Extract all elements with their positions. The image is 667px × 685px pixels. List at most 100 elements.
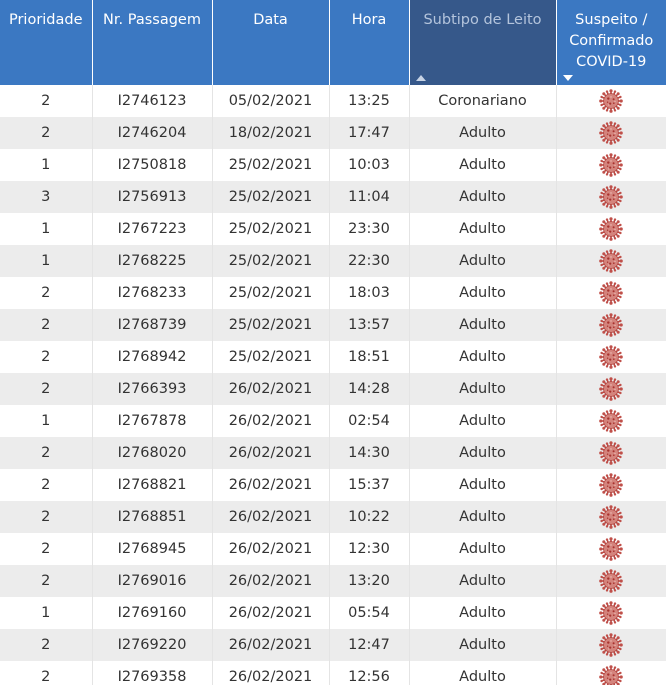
cell-passagem: I2767223 (92, 213, 213, 245)
cell-subtipo: Adulto (409, 469, 557, 501)
passagem-value: I2746204 (117, 125, 187, 141)
data-value: 26/02/2021 (228, 605, 313, 621)
cell-prioridade: 2 (0, 533, 93, 565)
table-row[interactable]: 2 I2768942 25/02/2021 18:51 Adulto (0, 341, 666, 373)
column-header-subtipo[interactable]: Subtipo de Leito (409, 0, 557, 85)
cell-data: 25/02/2021 (212, 245, 330, 277)
sort-descending-icon (562, 75, 573, 81)
cell-prioridade: 1 (0, 597, 93, 629)
cell-data: 26/02/2021 (212, 533, 330, 565)
passagem-value: I2756913 (117, 189, 187, 205)
data-value: 26/02/2021 (228, 413, 313, 429)
table-row[interactable]: 2 I2769358 26/02/2021 12:56 Adulto (0, 661, 666, 685)
coronavirus-icon (599, 121, 624, 145)
table-row[interactable]: 2 I2769220 26/02/2021 12:47 Adulto (0, 629, 666, 661)
table-row[interactable]: 1 I2769160 26/02/2021 05:54 Adulto (0, 597, 666, 629)
table-row[interactable]: 3 I2756913 25/02/2021 11:04 Adulto (0, 181, 666, 213)
cell-subtipo: Adulto (409, 341, 557, 373)
coronavirus-icon (599, 185, 624, 209)
prioridade-value: 1 (41, 413, 51, 429)
cell-data: 26/02/2021 (212, 469, 330, 501)
cell-subtipo: Adulto (409, 149, 557, 181)
prioridade-value: 1 (41, 605, 51, 621)
hora-value: 05:54 (348, 605, 390, 621)
cell-hora: 02:54 (329, 405, 410, 437)
table-row[interactable]: 2 I2746204 18/02/2021 17:47 Adulto (0, 117, 666, 149)
table-row[interactable]: 2 I2768821 26/02/2021 15:37 Adulto (0, 469, 666, 501)
hora-value: 17:47 (348, 125, 390, 141)
table-row[interactable]: 2 I2768739 25/02/2021 13:57 Adulto (0, 309, 666, 341)
hora-value: 13:25 (348, 93, 390, 109)
cell-prioridade: 2 (0, 309, 93, 341)
prioridade-value: 2 (41, 509, 51, 525)
cell-covid (556, 341, 666, 373)
table-row[interactable]: 2 I2766393 26/02/2021 14:28 Adulto (0, 373, 666, 405)
cell-passagem: I2768225 (92, 245, 213, 277)
column-header-prioridade[interactable]: Prioridade (0, 0, 93, 85)
prioridade-value: 1 (41, 253, 51, 269)
subtipo-value: Adulto (459, 157, 506, 173)
cell-prioridade: 2 (0, 277, 93, 309)
subtipo-value: Adulto (459, 349, 506, 365)
cell-covid (556, 565, 666, 597)
cell-data: 25/02/2021 (212, 309, 330, 341)
table-row[interactable]: 2 I2746123 05/02/2021 13:25 Coronariano (0, 85, 666, 117)
cell-passagem: I2768020 (92, 437, 213, 469)
cell-hora: 10:22 (329, 501, 410, 533)
cell-covid (556, 117, 666, 149)
cell-covid (556, 181, 666, 213)
cell-subtipo: Adulto (409, 405, 557, 437)
table-row[interactable]: 2 I2768233 25/02/2021 18:03 Adulto (0, 277, 666, 309)
table-row[interactable]: 1 I2750818 25/02/2021 10:03 Adulto (0, 149, 666, 181)
data-value: 25/02/2021 (228, 285, 313, 301)
cell-passagem: I2746204 (92, 117, 213, 149)
cell-data: 26/02/2021 (212, 565, 330, 597)
subtipo-value: Adulto (459, 573, 506, 589)
hora-value: 02:54 (348, 413, 390, 429)
passagem-value: I2746123 (117, 93, 187, 109)
cell-data: 25/02/2021 (212, 213, 330, 245)
table-row[interactable]: 2 I2768851 26/02/2021 10:22 Adulto (0, 501, 666, 533)
prioridade-value: 2 (41, 317, 51, 333)
subtipo-value: Adulto (459, 477, 506, 493)
column-header-label: Suspeito / (575, 12, 648, 28)
column-header-hora[interactable]: Hora (329, 0, 410, 85)
data-value: 25/02/2021 (228, 317, 313, 333)
data-value: 26/02/2021 (228, 509, 313, 525)
cell-passagem: I2746123 (92, 85, 213, 117)
table-row[interactable]: 2 I2768020 26/02/2021 14:30 Adulto (0, 437, 666, 469)
column-header-data[interactable]: Data (212, 0, 330, 85)
column-header-covid[interactable]: Suspeito / Confirmado COVID-19 (556, 0, 666, 85)
subtipo-value: Coronariano (438, 93, 527, 109)
column-header-passagem[interactable]: Nr. Passagem (92, 0, 213, 85)
cell-covid (556, 309, 666, 341)
data-value: 26/02/2021 (228, 541, 313, 557)
cell-passagem: I2769160 (92, 597, 213, 629)
table-row[interactable]: 2 I2769016 26/02/2021 13:20 Adulto (0, 565, 666, 597)
cell-passagem: I2767878 (92, 405, 213, 437)
cell-covid (556, 501, 666, 533)
passagem-value: I2768821 (117, 477, 187, 493)
data-value: 18/02/2021 (228, 125, 313, 141)
cell-prioridade: 2 (0, 565, 93, 597)
table-row[interactable]: 2 I2768945 26/02/2021 12:30 Adulto (0, 533, 666, 565)
data-value: 25/02/2021 (228, 221, 313, 237)
prioridade-value: 2 (41, 445, 51, 461)
cell-passagem: I2766393 (92, 373, 213, 405)
cell-covid (556, 277, 666, 309)
cell-subtipo: Adulto (409, 309, 557, 341)
table-header-row: Prioridade Nr. Passagem Data Hora Subtip… (0, 0, 666, 85)
table-row[interactable]: 1 I2767223 25/02/2021 23:30 Adulto (0, 213, 666, 245)
cell-subtipo: Adulto (409, 629, 557, 661)
table-row[interactable]: 1 I2767878 26/02/2021 02:54 Adulto (0, 405, 666, 437)
subtipo-value: Adulto (459, 413, 506, 429)
data-value: 26/02/2021 (228, 573, 313, 589)
column-header-label: Hora (351, 12, 387, 28)
table-row[interactable]: 1 I2768225 25/02/2021 22:30 Adulto (0, 245, 666, 277)
subtipo-value: Adulto (459, 605, 506, 621)
cell-data: 25/02/2021 (212, 277, 330, 309)
hora-value: 14:28 (348, 381, 390, 397)
coronavirus-icon (599, 537, 624, 561)
cell-hora: 10:03 (329, 149, 410, 181)
cell-subtipo: Adulto (409, 501, 557, 533)
